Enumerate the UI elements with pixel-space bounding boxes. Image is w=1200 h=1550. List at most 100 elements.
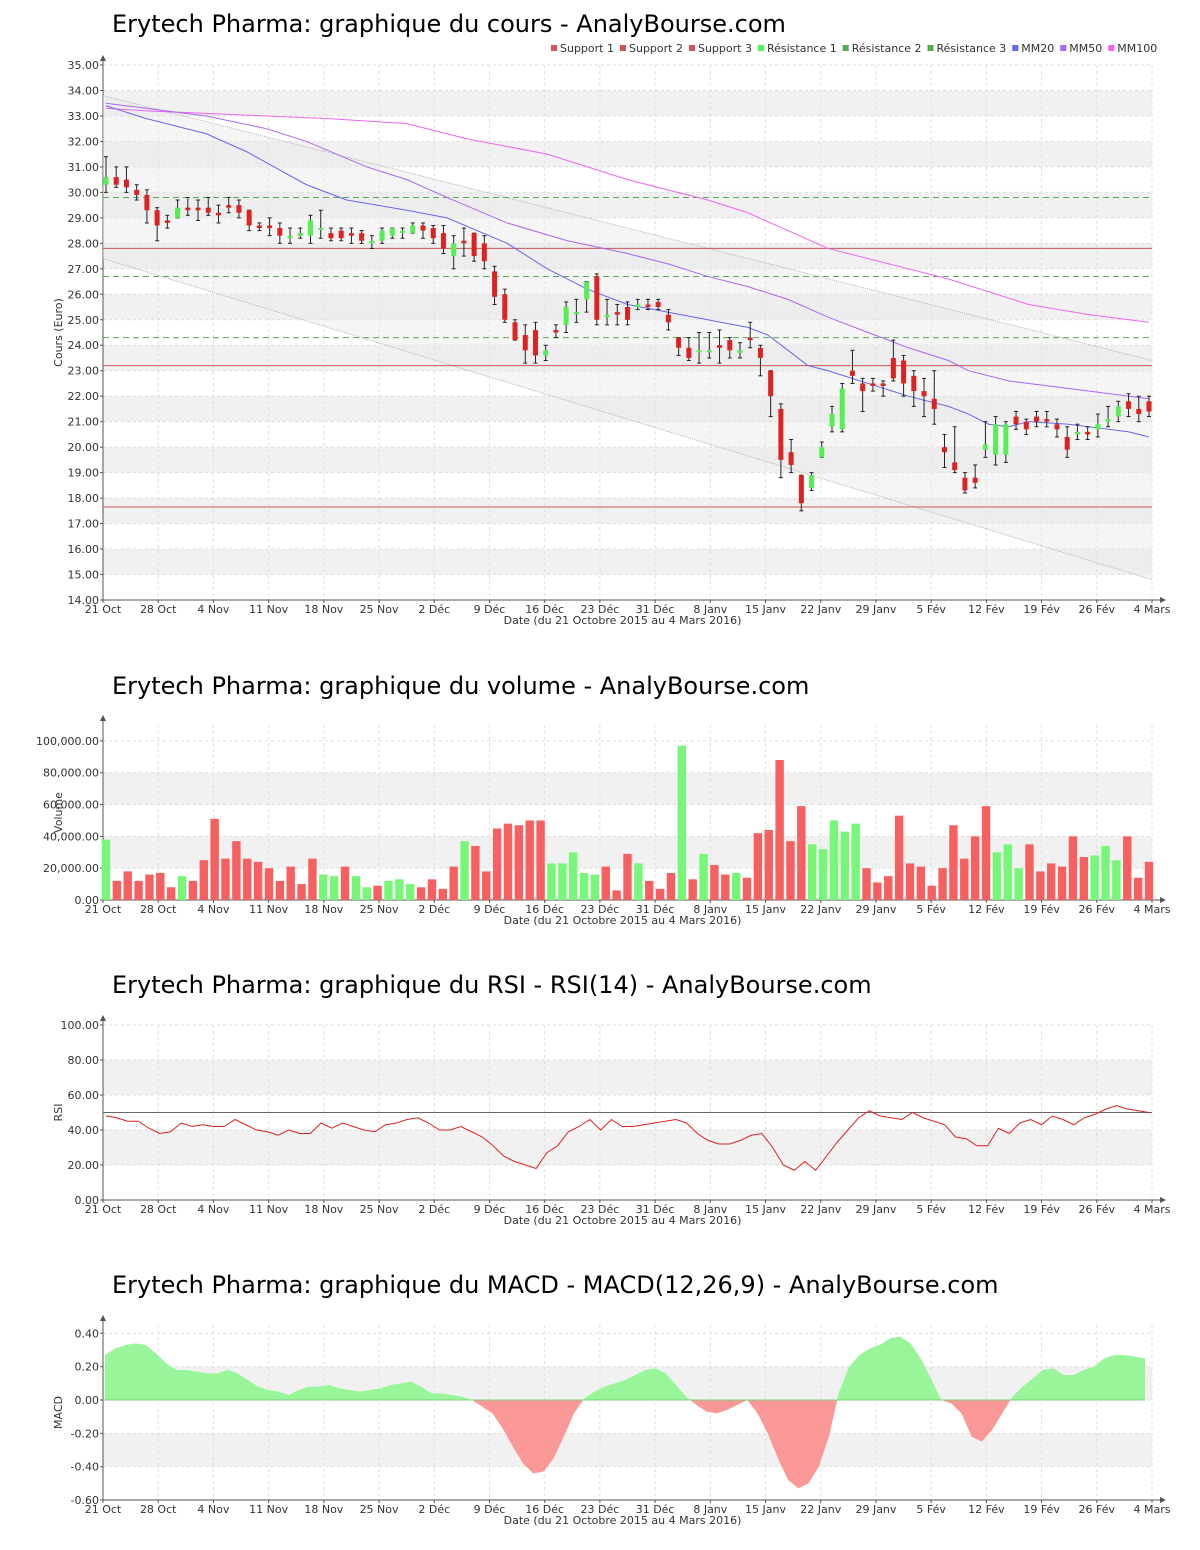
x-axis-title: Date (du 21 Octobre 2015 au 4 Mars 2016) xyxy=(504,914,742,927)
volume-bar xyxy=(340,866,350,900)
candle-body xyxy=(512,322,518,341)
y-tick-label: 21.00 xyxy=(68,416,100,429)
volume-bar xyxy=(905,863,915,900)
x-tick-label: 29 Janv xyxy=(855,1203,896,1216)
x-tick-label: 23 Déc xyxy=(581,903,620,916)
candle-body xyxy=(154,210,160,226)
rsi-line xyxy=(105,1104,1150,1171)
candle-body xyxy=(972,477,978,483)
volume-bar xyxy=(308,858,317,900)
candle-body xyxy=(686,347,692,358)
candle-body xyxy=(1126,401,1132,409)
macd-area-positive xyxy=(1010,1355,1145,1400)
x-tick-label: 25 Nov xyxy=(360,1503,399,1516)
x-tick-label: 5 Fév xyxy=(916,1503,946,1516)
candle-body xyxy=(1115,406,1121,417)
candle-body xyxy=(287,235,293,239)
volume-bar xyxy=(1003,844,1012,900)
volume-bar xyxy=(253,861,263,900)
volume-bar xyxy=(373,885,382,900)
candle-body xyxy=(359,233,365,241)
legend-label: MM50 xyxy=(1069,42,1102,55)
volume-bar xyxy=(145,874,154,900)
candle-body xyxy=(267,225,273,229)
volume-bar xyxy=(460,841,469,900)
y-tick-label: 80,000.00 xyxy=(43,767,99,780)
grid-band xyxy=(103,192,1152,218)
x-tick-label: 18 Nov xyxy=(304,903,343,916)
legend-label: Support 2 xyxy=(629,42,683,55)
candle-body xyxy=(461,240,467,244)
candle-body xyxy=(123,179,129,188)
macd-chart-title: Erytech Pharma: graphique du MACD - MACD… xyxy=(112,1271,999,1299)
legend-swatch xyxy=(1012,45,1019,51)
x-tick-label: 28 Oct xyxy=(140,603,177,616)
candle-body xyxy=(860,383,866,392)
volume-bar xyxy=(351,876,361,900)
candle-body xyxy=(420,225,426,231)
candle-body xyxy=(328,233,334,239)
candle-body xyxy=(543,350,549,356)
volume-bar xyxy=(873,882,882,900)
y-tick-label: 80.00 xyxy=(68,1054,100,1067)
candle-body xyxy=(952,462,958,471)
candle-body xyxy=(164,220,170,223)
x-tick-label: 18 Nov xyxy=(304,1203,343,1216)
volume-bar xyxy=(938,868,947,900)
price-chart-title: Erytech Pharma: graphique du cours - Ana… xyxy=(112,10,786,38)
grid-band xyxy=(103,1060,1152,1095)
x-tick-label: 18 Nov xyxy=(304,603,343,616)
grid-band xyxy=(103,90,1152,116)
candle-body xyxy=(1085,431,1091,435)
volume-bar xyxy=(232,841,241,900)
y-tick-label: 23.00 xyxy=(68,365,100,378)
candle-body xyxy=(706,350,712,353)
grid-band xyxy=(103,1130,1152,1165)
candle-body xyxy=(338,230,344,239)
candle-body xyxy=(134,189,140,195)
y-tick-label: 35.00 xyxy=(68,59,100,72)
candle-body xyxy=(584,281,590,300)
candle-body xyxy=(1095,424,1101,430)
volume-bar xyxy=(840,831,849,900)
legend-label: Résistance 1 xyxy=(767,42,837,55)
x-axis-title: Date (du 21 Octobre 2015 au 4 Mars 2016) xyxy=(504,1214,742,1227)
volume-bar xyxy=(992,852,1002,900)
candle-body xyxy=(696,350,702,353)
candle-body xyxy=(205,207,211,213)
legend-swatch xyxy=(619,45,626,51)
volume-bar xyxy=(579,872,589,900)
x-tick-label: 4 Nov xyxy=(197,1503,229,1516)
macd-area-positive xyxy=(105,1343,473,1400)
y-tick-label: 100.00 xyxy=(61,1019,100,1032)
x-tick-label: 23 Déc xyxy=(581,1203,620,1216)
candle-body xyxy=(1074,431,1080,435)
x-tick-label: 18 Nov xyxy=(304,1503,343,1516)
channel-top-line xyxy=(102,95,1153,362)
y-tick-label: -0.60 xyxy=(71,1494,99,1507)
x-tick-label: 2 Déc xyxy=(418,1503,450,1516)
volume-bar xyxy=(1079,857,1089,900)
y-tick-label: 20.00 xyxy=(68,1159,100,1172)
volume-bar xyxy=(590,874,600,900)
volume-bar xyxy=(1068,836,1078,900)
grid-band xyxy=(103,549,1152,575)
candle-body xyxy=(573,312,579,315)
volume-bar xyxy=(177,876,187,900)
legend-label: Résistance 2 xyxy=(852,42,922,55)
y-axis-title: Cours (Euro) xyxy=(52,298,65,367)
x-axis-title: Date (du 21 Octobre 2015 au 4 Mars 2016) xyxy=(504,1514,742,1527)
candle-body xyxy=(901,360,907,384)
volume-bar xyxy=(395,879,404,900)
candle-body xyxy=(440,233,446,249)
x-tick-label: 25 Nov xyxy=(360,903,399,916)
candle-body xyxy=(226,205,232,208)
y-tick-label: 100,000.00 xyxy=(36,735,99,748)
candle-body xyxy=(430,228,436,239)
x-tick-label: 2 Déc xyxy=(418,1203,450,1216)
x-tick-label: 15 Janv xyxy=(745,1503,786,1516)
x-tick-label: 12 Fév xyxy=(968,1503,1005,1516)
volume-bar xyxy=(329,876,339,900)
grid-band xyxy=(103,447,1152,473)
volume-bar xyxy=(742,877,752,900)
